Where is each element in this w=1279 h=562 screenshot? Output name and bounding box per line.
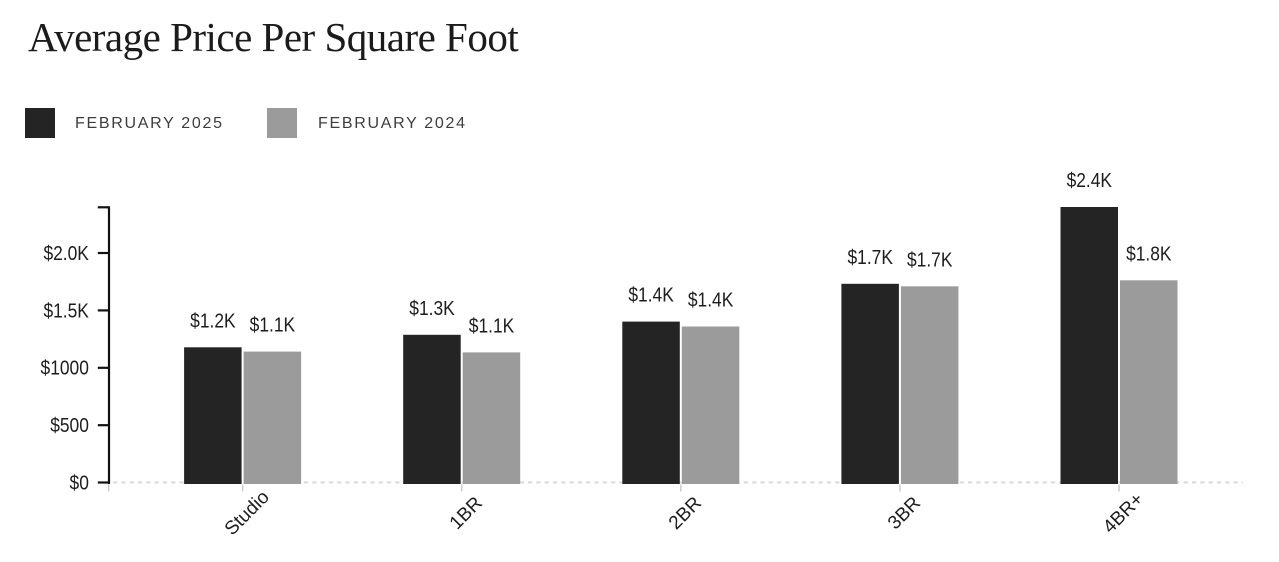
svg-text:$1.2K: $1.2K xyxy=(190,309,236,331)
svg-text:$500: $500 xyxy=(50,414,89,436)
svg-text:$1.1K: $1.1K xyxy=(250,313,296,335)
svg-text:$1.4K: $1.4K xyxy=(688,288,734,310)
svg-text:$1.5K: $1.5K xyxy=(43,299,89,321)
svg-text:2BR: 2BR xyxy=(665,493,706,534)
svg-text:4BR+: 4BR+ xyxy=(1099,489,1148,538)
svg-text:$1.3K: $1.3K xyxy=(409,297,455,319)
svg-text:3BR: 3BR xyxy=(884,493,925,534)
svg-text:$1000: $1000 xyxy=(41,357,89,379)
svg-text:$1.8K: $1.8K xyxy=(1126,242,1172,264)
svg-text:$0: $0 xyxy=(70,471,89,493)
svg-text:$1.4K: $1.4K xyxy=(628,283,674,305)
svg-text:$2.0K: $2.0K xyxy=(43,242,89,264)
svg-text:$1.7K: $1.7K xyxy=(847,246,893,268)
svg-text:$2.4K: $2.4K xyxy=(1067,169,1113,191)
svg-text:$1.1K: $1.1K xyxy=(469,314,515,336)
svg-text:1BR: 1BR xyxy=(446,493,487,534)
svg-text:$1.7K: $1.7K xyxy=(907,248,953,270)
svg-text:Studio: Studio xyxy=(221,487,274,540)
